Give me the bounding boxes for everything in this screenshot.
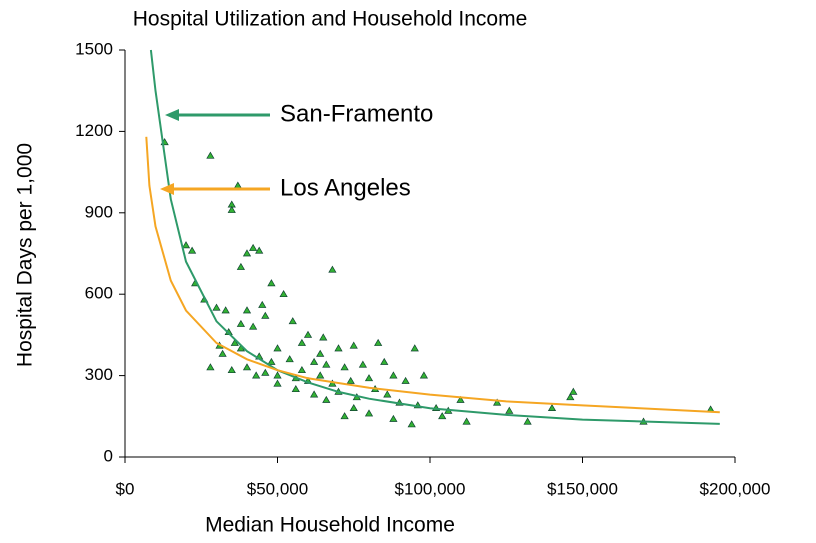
data-point bbox=[346, 376, 355, 384]
y-tick-label: 1200 bbox=[75, 121, 113, 140]
data-point bbox=[364, 409, 374, 417]
data-point bbox=[389, 414, 398, 422]
data-point bbox=[374, 338, 383, 346]
data-point bbox=[505, 406, 514, 414]
annotation-arrowhead bbox=[160, 183, 174, 195]
data-point bbox=[309, 390, 319, 398]
data-point bbox=[297, 365, 307, 374]
data-point bbox=[227, 365, 236, 374]
data-point bbox=[248, 322, 258, 330]
data-point bbox=[273, 371, 282, 379]
data-point bbox=[242, 363, 252, 371]
data-point bbox=[523, 417, 532, 425]
data-point bbox=[349, 403, 358, 412]
data-point bbox=[438, 412, 447, 420]
data-point bbox=[206, 151, 215, 159]
data-point bbox=[273, 344, 282, 352]
data-point bbox=[242, 249, 252, 257]
y-tick-label: 600 bbox=[85, 284, 113, 303]
y-axis-label: Hospital Days per 1,000 bbox=[14, 143, 37, 367]
data-point bbox=[340, 412, 349, 420]
data-point bbox=[380, 357, 389, 365]
data-point bbox=[230, 338, 239, 346]
y-tick-label: 1500 bbox=[75, 39, 113, 58]
data-point bbox=[322, 360, 331, 368]
data-point bbox=[297, 338, 307, 346]
annotation: Los Angeles bbox=[280, 174, 411, 201]
trend-line bbox=[149, 49, 720, 425]
data-point bbox=[233, 181, 242, 189]
data-point bbox=[221, 306, 230, 314]
x-axis-label: Median Household Income bbox=[205, 514, 455, 537]
data-point bbox=[407, 420, 416, 428]
data-point bbox=[218, 349, 227, 357]
data-point bbox=[212, 303, 221, 311]
data-point bbox=[273, 379, 282, 387]
data-point bbox=[349, 341, 358, 349]
data-point bbox=[410, 344, 419, 352]
x-tick-label: $100,000 bbox=[395, 479, 466, 498]
data-point bbox=[261, 368, 270, 376]
data-point bbox=[181, 241, 191, 249]
data-point bbox=[319, 333, 328, 341]
data-point bbox=[401, 376, 410, 384]
data-point bbox=[547, 403, 557, 412]
annotation-arrowhead bbox=[165, 109, 179, 121]
data-point bbox=[309, 357, 319, 365]
x-tick-label: $150,000 bbox=[547, 479, 618, 498]
data-point bbox=[383, 390, 392, 398]
data-point bbox=[236, 262, 246, 270]
data-point bbox=[288, 317, 297, 325]
data-point bbox=[242, 306, 252, 314]
data-point bbox=[258, 300, 267, 308]
data-point bbox=[255, 246, 264, 254]
data-point bbox=[279, 290, 288, 298]
data-point bbox=[334, 344, 343, 352]
data-point bbox=[358, 360, 368, 368]
data-point bbox=[322, 395, 331, 403]
data-point bbox=[261, 311, 270, 319]
data-point bbox=[328, 265, 337, 273]
data-point bbox=[206, 363, 215, 371]
x-tick-label: $200,000 bbox=[700, 479, 771, 498]
data-point bbox=[340, 363, 349, 371]
data-point bbox=[492, 398, 502, 406]
data-point bbox=[285, 355, 294, 363]
x-tick-label: $50,000 bbox=[247, 479, 308, 498]
y-tick-label: 900 bbox=[85, 202, 113, 221]
data-point bbox=[267, 279, 276, 287]
data-point bbox=[569, 387, 578, 395]
data-point bbox=[566, 393, 575, 401]
y-tick-label: 0 bbox=[104, 446, 113, 465]
data-point bbox=[419, 371, 429, 379]
data-point bbox=[248, 243, 258, 251]
data-point bbox=[456, 395, 465, 403]
data-point bbox=[316, 371, 325, 379]
trend-line bbox=[145, 136, 720, 414]
data-point bbox=[389, 371, 398, 379]
data-point bbox=[187, 246, 197, 254]
chart-title: Hospital Utilization and Household Incom… bbox=[133, 8, 528, 31]
x-tick-label: $0 bbox=[116, 479, 135, 498]
data-point bbox=[364, 374, 374, 382]
data-point bbox=[462, 417, 471, 425]
data-point bbox=[316, 349, 325, 357]
data-point bbox=[252, 371, 261, 379]
data-point bbox=[291, 384, 300, 393]
data-point bbox=[303, 330, 313, 338]
data-point bbox=[236, 319, 246, 327]
data-point bbox=[227, 205, 236, 213]
data-point bbox=[267, 357, 276, 365]
y-tick-label: 300 bbox=[85, 365, 113, 384]
annotation: San-Framento bbox=[280, 100, 433, 127]
